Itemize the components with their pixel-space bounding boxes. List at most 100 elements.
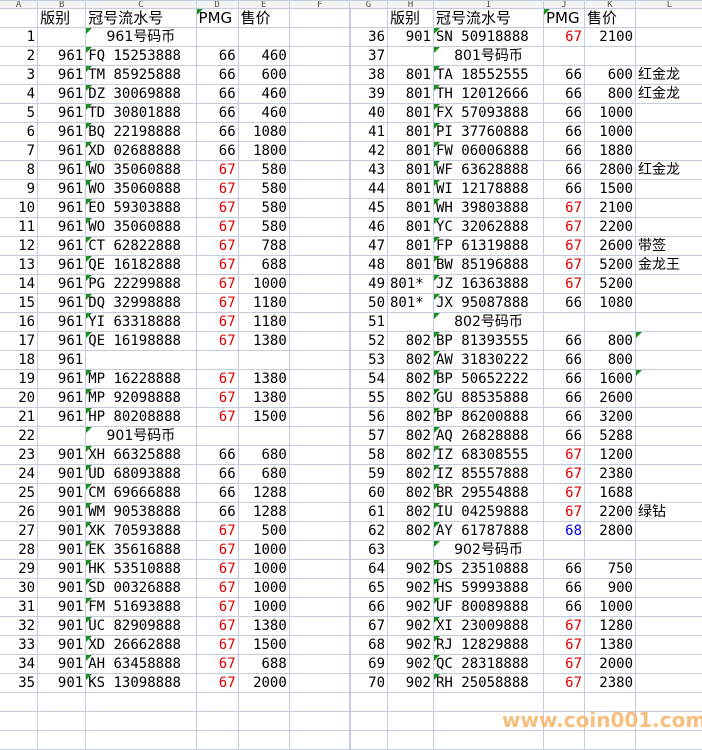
pmg-cell[interactable]: 67 [544, 617, 585, 636]
note-cell[interactable] [289, 237, 350, 256]
note-cell[interactable] [289, 579, 350, 598]
serial-cell[interactable] [86, 351, 196, 370]
empty-cell[interactable] [388, 693, 434, 712]
note-cell[interactable] [636, 275, 702, 294]
edition-cell[interactable]: 961 [38, 66, 86, 85]
note-cell[interactable] [289, 465, 350, 484]
serial-cell[interactable]: XH 66325888 [86, 446, 196, 465]
header-pmg[interactable]: PMG [196, 9, 238, 28]
price-cell[interactable]: 1080 [238, 123, 289, 142]
note-cell[interactable] [636, 427, 702, 446]
pmg-cell[interactable]: 66 [544, 66, 585, 85]
pmg-cell[interactable]: 66 [544, 180, 585, 199]
edition-cell[interactable]: 801 [388, 218, 434, 237]
pmg-cell[interactable]: 67 [196, 313, 238, 332]
serial-cell[interactable]: XD 02688888 [86, 142, 196, 161]
edition-cell[interactable]: 961 [38, 370, 86, 389]
serial-cell[interactable]: HS 59993888 [434, 579, 544, 598]
price-cell[interactable]: 2100 [585, 28, 636, 47]
price-cell[interactable]: 1000 [238, 275, 289, 294]
price-cell[interactable]: 1800 [238, 142, 289, 161]
empty-cell[interactable] [238, 731, 289, 750]
serial-cell[interactable]: FM 51693888 [86, 598, 196, 617]
note-cell[interactable] [289, 560, 350, 579]
price-cell[interactable]: 2000 [585, 655, 636, 674]
note-cell[interactable] [289, 218, 350, 237]
edition-cell[interactable]: 901 [38, 636, 86, 655]
note-cell[interactable] [289, 161, 350, 180]
serial-cell[interactable]: WO 35060888 [86, 218, 196, 237]
header-blank[interactable] [0, 9, 38, 28]
serial-cell[interactable]: UC 82909888 [86, 617, 196, 636]
column-header[interactable]: C [86, 1, 196, 9]
column-header[interactable]: G [350, 1, 388, 9]
pmg-cell[interactable] [544, 47, 585, 66]
row-number[interactable]: 33 [0, 636, 38, 655]
pmg-cell[interactable] [196, 351, 238, 370]
edition-cell[interactable]: 901 [38, 465, 86, 484]
row-number[interactable]: 52 [350, 332, 388, 351]
price-cell[interactable]: 1688 [585, 484, 636, 503]
serial-cell[interactable]: FW 06006888 [434, 142, 544, 161]
note-cell[interactable] [636, 47, 702, 66]
serial-cell[interactable]: EK 35616888 [86, 541, 196, 560]
edition-cell[interactable]: 961 [38, 313, 86, 332]
pmg-cell[interactable]: 66 [196, 484, 238, 503]
pmg-cell[interactable]: 67 [196, 199, 238, 218]
serial-cell[interactable]: WH 39803888 [434, 199, 544, 218]
serial-cell[interactable]: RJ 12829888 [434, 636, 544, 655]
empty-cell[interactable] [350, 693, 388, 712]
pmg-cell[interactable]: 66 [196, 503, 238, 522]
note-cell[interactable] [636, 484, 702, 503]
edition-cell[interactable]: 801 [388, 256, 434, 275]
row-number[interactable]: 45 [350, 199, 388, 218]
edition-cell[interactable]: 902 [388, 655, 434, 674]
row-number[interactable]: 61 [350, 503, 388, 522]
pmg-cell[interactable]: 67 [196, 180, 238, 199]
note-cell[interactable] [289, 541, 350, 560]
price-cell[interactable]: 5200 [585, 256, 636, 275]
pmg-cell[interactable]: 66 [544, 142, 585, 161]
serial-cell[interactable]: BW 85196888 [434, 256, 544, 275]
price-cell[interactable]: 580 [238, 161, 289, 180]
row-number[interactable]: 18 [0, 351, 38, 370]
note-cell[interactable]: 红金龙 [636, 161, 702, 180]
price-cell[interactable]: 1380 [238, 332, 289, 351]
price-cell[interactable]: 5200 [585, 275, 636, 294]
note-cell[interactable] [289, 655, 350, 674]
section-title[interactable]: 801号码币 [434, 47, 544, 66]
serial-cell[interactable]: WI 12178888 [434, 180, 544, 199]
edition-cell[interactable]: 961 [38, 408, 86, 427]
pmg-cell[interactable]: 68 [544, 522, 585, 541]
row-number[interactable]: 10 [0, 199, 38, 218]
serial-cell[interactable]: DQ 32998888 [86, 294, 196, 313]
row-number[interactable]: 30 [0, 579, 38, 598]
row-number[interactable]: 20 [0, 389, 38, 408]
row-number[interactable]: 11 [0, 218, 38, 237]
row-number[interactable]: 58 [350, 446, 388, 465]
section-title[interactable]: 902号码币 [434, 541, 544, 560]
note-cell[interactable] [636, 104, 702, 123]
price-cell[interactable]: 2380 [585, 674, 636, 693]
edition-cell[interactable]: 901 [38, 560, 86, 579]
serial-cell[interactable]: UD 68093888 [86, 465, 196, 484]
pmg-cell[interactable]: 67 [196, 332, 238, 351]
price-cell[interactable]: 460 [238, 104, 289, 123]
serial-cell[interactable]: QE 16198888 [86, 332, 196, 351]
row-number[interactable]: 27 [0, 522, 38, 541]
header-blank[interactable] [289, 9, 350, 28]
price-cell[interactable]: 2600 [585, 237, 636, 256]
row-number[interactable]: 43 [350, 161, 388, 180]
pmg-cell[interactable]: 66 [544, 389, 585, 408]
price-cell[interactable]: 1280 [585, 617, 636, 636]
note-cell[interactable] [636, 636, 702, 655]
row-number[interactable]: 48 [350, 256, 388, 275]
edition-cell[interactable]: 961 [38, 389, 86, 408]
empty-cell[interactable] [388, 712, 434, 731]
price-cell[interactable]: 3200 [585, 408, 636, 427]
edition-cell[interactable]: 961 [38, 351, 86, 370]
pmg-cell[interactable]: 66 [196, 142, 238, 161]
column-header[interactable]: D [196, 1, 238, 9]
column-header[interactable]: K [585, 1, 636, 9]
serial-cell[interactable]: TD 30801888 [86, 104, 196, 123]
